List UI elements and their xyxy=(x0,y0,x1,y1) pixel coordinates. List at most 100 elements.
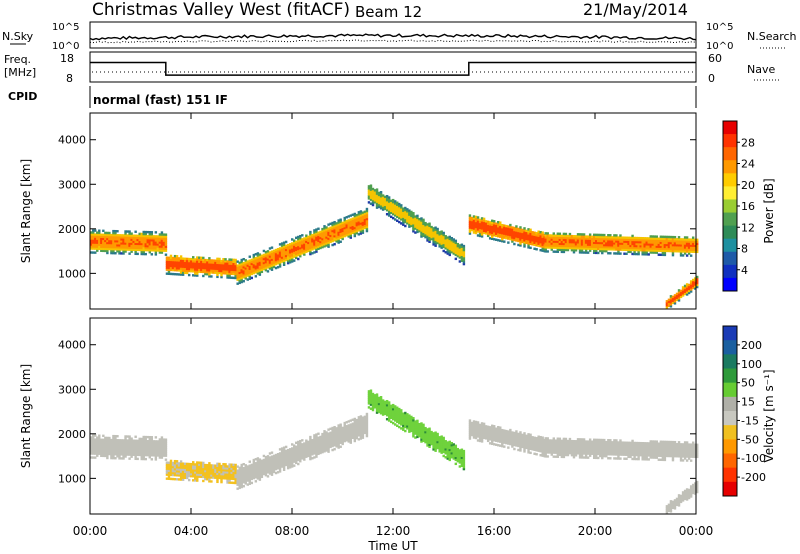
power-cell xyxy=(438,233,441,236)
power-cell xyxy=(408,215,411,218)
power-cell xyxy=(114,239,117,243)
velocity-cell xyxy=(462,457,466,461)
power-cell xyxy=(412,214,415,217)
velocity-cell xyxy=(339,425,342,428)
power-cell xyxy=(165,264,169,267)
velocity-cell xyxy=(430,434,433,438)
velocity-cell xyxy=(345,435,348,438)
power-cell xyxy=(574,243,578,246)
velocity-cell xyxy=(248,478,251,481)
power-cell xyxy=(210,261,213,264)
power-cell xyxy=(295,246,298,250)
power-cell xyxy=(687,283,691,287)
velocity-cell xyxy=(432,444,435,447)
velocity-cell xyxy=(383,410,387,414)
power-cell xyxy=(220,265,223,269)
velocity-cell xyxy=(301,447,304,450)
power-cell xyxy=(673,296,677,299)
power-cell xyxy=(192,256,195,259)
power-cell xyxy=(212,263,215,266)
velocity-cell xyxy=(282,458,286,461)
power-cell xyxy=(657,243,661,246)
power-cell xyxy=(474,215,478,219)
power-cell xyxy=(418,224,421,227)
power-cell xyxy=(468,230,472,233)
power-cell xyxy=(539,236,542,240)
power-cell xyxy=(226,260,229,263)
power-cell xyxy=(146,230,149,234)
power-cell xyxy=(460,245,464,248)
power-cell xyxy=(623,248,626,251)
power-cell xyxy=(204,258,207,262)
colorbar-swatch xyxy=(723,251,737,266)
power-cell xyxy=(659,241,663,244)
power-cell xyxy=(319,230,322,234)
power-cell xyxy=(210,275,213,278)
velocity-cell xyxy=(394,415,397,418)
velocity-cell xyxy=(128,447,131,450)
velocity-cell xyxy=(414,430,417,433)
velocity-cell xyxy=(400,413,403,416)
power-cell xyxy=(490,223,494,226)
power-cell xyxy=(468,216,472,219)
velocity-cell xyxy=(200,475,203,479)
power-cell xyxy=(552,232,555,235)
velocity-cell xyxy=(196,465,199,468)
colorbar-swatch xyxy=(723,160,737,174)
power-cell xyxy=(396,207,399,210)
power-cell xyxy=(490,227,494,230)
velocity-cell xyxy=(94,434,97,437)
velocity-cell xyxy=(144,451,147,455)
power-cell xyxy=(198,264,201,267)
power-cell xyxy=(629,248,632,252)
power-cell xyxy=(617,240,620,243)
power-cell xyxy=(558,234,562,237)
power-cell xyxy=(379,207,383,210)
velocity-cell xyxy=(160,442,164,445)
velocity-cell xyxy=(122,441,125,444)
power-cell xyxy=(381,208,385,211)
power-cell xyxy=(98,235,101,238)
power-cell xyxy=(333,230,336,234)
power-cell xyxy=(681,242,685,245)
velocity-cell xyxy=(355,432,359,436)
power-cell xyxy=(264,254,268,258)
power-cell xyxy=(625,238,628,241)
power-cell xyxy=(264,256,268,260)
power-cell xyxy=(685,246,689,249)
velocity-cell xyxy=(118,441,121,444)
power-cell xyxy=(517,231,520,235)
velocity-cell xyxy=(130,447,133,450)
velocity-cell xyxy=(391,405,395,409)
velocity-cell xyxy=(96,444,99,447)
power-cell xyxy=(687,291,691,295)
velocity-cell xyxy=(470,431,474,435)
power-cell xyxy=(595,239,598,243)
velocity-cell xyxy=(458,459,462,462)
power-cell xyxy=(649,235,652,238)
power-cell xyxy=(381,206,385,209)
velocity-cell xyxy=(307,440,310,444)
power-cell xyxy=(474,223,478,227)
power-cell xyxy=(570,238,574,242)
power-cell xyxy=(601,233,604,237)
power-cell xyxy=(160,239,164,242)
power-cell xyxy=(517,243,520,247)
power-cell xyxy=(639,238,642,242)
power-cell xyxy=(408,221,411,224)
power-cell xyxy=(422,222,425,226)
velocity-cell xyxy=(114,451,117,454)
velocity-cell xyxy=(210,472,213,475)
velocity-cell xyxy=(142,457,145,461)
power-cell xyxy=(406,218,409,221)
power-cell xyxy=(402,217,405,220)
velocity-cell xyxy=(389,414,393,418)
power-cell xyxy=(138,244,141,248)
power-cell xyxy=(525,233,528,237)
velocity-cell xyxy=(488,438,492,441)
power-cell xyxy=(613,252,616,255)
power-cell xyxy=(132,248,135,251)
power-cell xyxy=(297,247,300,251)
velocity-cell xyxy=(515,432,518,435)
